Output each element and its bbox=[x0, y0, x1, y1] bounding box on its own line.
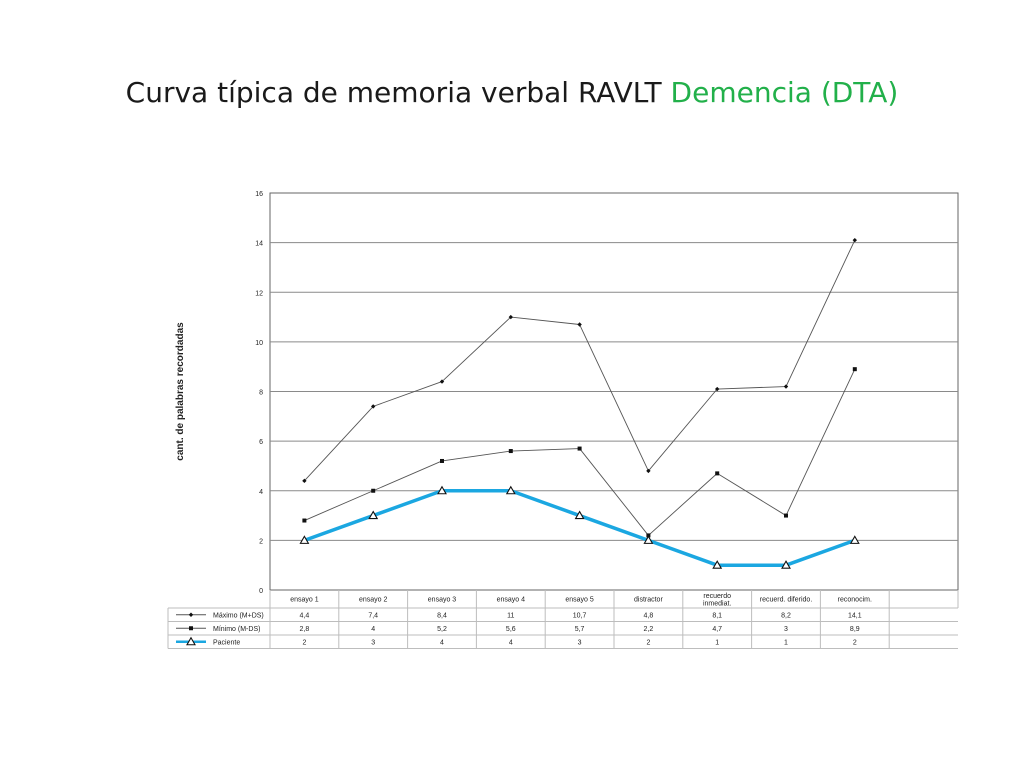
data-label: 4,8 bbox=[644, 612, 654, 619]
data-label: 4,7 bbox=[712, 626, 722, 633]
x-tick-label: recuerdo bbox=[703, 593, 731, 600]
data-label: 14,1 bbox=[848, 612, 862, 619]
legend-key-marker bbox=[189, 626, 193, 631]
data-label: 4 bbox=[371, 626, 375, 633]
series-3-point bbox=[574, 510, 585, 520]
y-tick-label: 6 bbox=[259, 439, 263, 446]
series-1-point bbox=[371, 404, 376, 409]
series-3-point bbox=[781, 560, 791, 569]
data-label: 5,6 bbox=[506, 626, 516, 633]
series-2-point bbox=[577, 446, 582, 451]
series-1-point bbox=[715, 386, 720, 392]
data-label: 8,4 bbox=[437, 612, 447, 619]
data-label: 3 bbox=[578, 639, 582, 646]
x-tick-label: ensayo 5 bbox=[565, 597, 594, 604]
data-label: 4 bbox=[509, 639, 513, 646]
legend-key-marker bbox=[186, 636, 196, 646]
y-tick-label: 0 bbox=[259, 588, 263, 595]
y-tick-label: 14 bbox=[255, 241, 263, 248]
data-label: 7,4 bbox=[368, 612, 378, 619]
series-3-point bbox=[437, 485, 447, 495]
series-1-point bbox=[783, 384, 789, 389]
series-2-point bbox=[440, 458, 444, 463]
data-label: 2,8 bbox=[300, 626, 310, 633]
series-2-point bbox=[852, 367, 857, 372]
data-label: 5,2 bbox=[437, 626, 447, 633]
data-label: 4,4 bbox=[300, 612, 310, 619]
x-tick-label: distractor bbox=[634, 597, 663, 604]
series-2-point bbox=[302, 518, 307, 523]
title-highlight: Demencia (DTA) bbox=[670, 76, 899, 109]
series-3-point bbox=[643, 535, 654, 544]
data-label: 2 bbox=[853, 639, 857, 646]
legend-label: Mínimo (M-DS) bbox=[213, 626, 260, 633]
data-label: 2 bbox=[646, 639, 650, 646]
series-3-point bbox=[849, 535, 860, 544]
y-tick-label: 16 bbox=[255, 191, 263, 198]
series-1-point bbox=[439, 379, 445, 384]
series-1-point bbox=[577, 322, 582, 327]
series-1-point bbox=[302, 478, 307, 484]
x-tick-label: reconocim. bbox=[838, 597, 872, 604]
data-label: 10,7 bbox=[573, 612, 587, 619]
legend-label: Paciente bbox=[213, 639, 240, 646]
y-tick-label: 8 bbox=[259, 390, 263, 397]
series-3-point bbox=[368, 510, 379, 520]
series-1-point bbox=[646, 468, 651, 474]
data-label: 2 bbox=[302, 639, 306, 646]
y-tick-label: 10 bbox=[255, 340, 263, 347]
legend-label: Máximo (M+DS) bbox=[213, 612, 264, 619]
slide-title: Curva típica de memoria verbal RAVLT Dem… bbox=[0, 76, 1024, 109]
legend-key-marker bbox=[188, 612, 194, 617]
data-label: 8,9 bbox=[850, 626, 860, 633]
data-label: 1 bbox=[715, 639, 719, 646]
y-axis-label: cant. de palabras recordadas bbox=[175, 322, 186, 461]
series-2-point bbox=[784, 513, 788, 518]
data-label: 5,7 bbox=[575, 626, 585, 633]
x-tick-label: inmediat. bbox=[703, 600, 731, 607]
series-2-point bbox=[508, 449, 513, 454]
series-1-point bbox=[852, 237, 857, 243]
x-tick-label: recuerd. diferido. bbox=[760, 597, 813, 604]
data-label: 8,2 bbox=[781, 612, 791, 619]
title-main: Curva típica de memoria verbal RAVLT bbox=[125, 76, 671, 109]
y-tick-label: 12 bbox=[255, 290, 263, 297]
series-3-point bbox=[505, 485, 516, 495]
y-tick-label: 4 bbox=[259, 489, 263, 496]
y-tick-label: 2 bbox=[259, 538, 263, 545]
series-3-point bbox=[299, 535, 310, 544]
series-3-point bbox=[712, 560, 723, 569]
x-tick-label: ensayo 1 bbox=[290, 597, 319, 604]
x-tick-label: ensayo 2 bbox=[359, 597, 388, 604]
data-label: 11 bbox=[507, 612, 514, 619]
x-tick-label: ensayo 4 bbox=[497, 597, 526, 604]
data-label: 1 bbox=[784, 639, 788, 646]
data-label: 8,1 bbox=[712, 612, 722, 619]
data-label: 3 bbox=[784, 626, 788, 633]
x-tick-label: ensayo 3 bbox=[428, 597, 457, 604]
data-label: 4 bbox=[440, 639, 444, 646]
series-2-point bbox=[715, 471, 720, 476]
series-2-point bbox=[371, 488, 376, 493]
series-1-point bbox=[508, 314, 513, 320]
data-label: 3 bbox=[371, 639, 375, 646]
data-label: 2,2 bbox=[644, 626, 654, 633]
